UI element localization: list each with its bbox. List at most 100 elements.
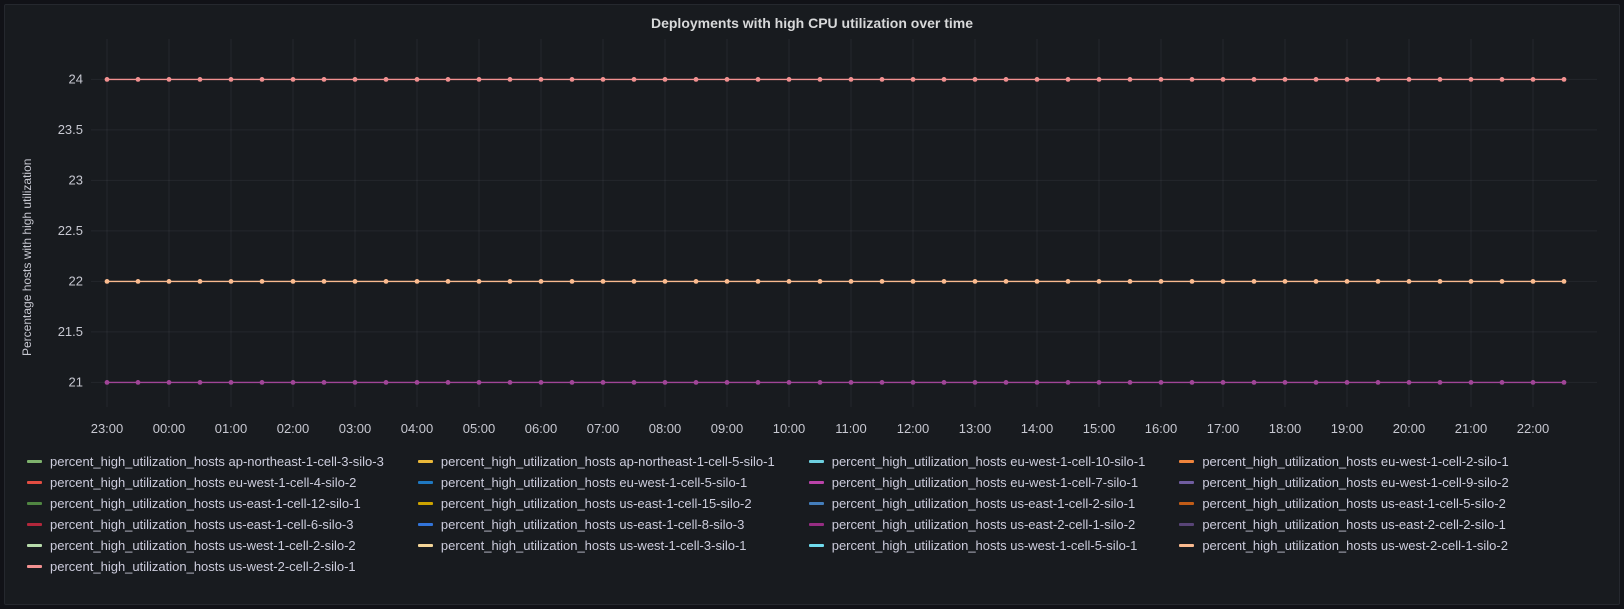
data-point[interactable]	[1344, 380, 1350, 385]
data-point[interactable]	[1158, 279, 1164, 284]
data-point[interactable]	[693, 77, 699, 82]
legend-item[interactable]: percent_high_utilization_hosts us-west-1…	[808, 538, 1146, 553]
data-point[interactable]	[786, 380, 792, 385]
series-label[interactable]: percent_high_utilization_hosts eu-west-1…	[831, 454, 1146, 469]
data-point[interactable]	[1499, 380, 1505, 385]
data-point[interactable]	[538, 77, 544, 82]
data-point[interactable]	[1468, 77, 1474, 82]
data-point[interactable]	[1096, 279, 1102, 284]
data-point[interactable]	[600, 380, 606, 385]
data-point[interactable]	[879, 279, 885, 284]
data-point[interactable]	[941, 279, 947, 284]
data-point[interactable]	[135, 380, 141, 385]
data-point[interactable]	[1220, 380, 1226, 385]
data-point[interactable]	[1561, 279, 1567, 284]
series-label[interactable]: percent_high_utilization_hosts us-east-1…	[1202, 496, 1506, 511]
data-point[interactable]	[693, 279, 699, 284]
data-point[interactable]	[910, 279, 916, 284]
data-point[interactable]	[910, 77, 916, 82]
data-point[interactable]	[662, 380, 668, 385]
legend-item[interactable]: percent_high_utilization_hosts us-east-1…	[417, 496, 775, 511]
data-point[interactable]	[321, 279, 327, 284]
data-point[interactable]	[445, 380, 451, 385]
data-point[interactable]	[1096, 380, 1102, 385]
data-point[interactable]	[1437, 279, 1443, 284]
data-point[interactable]	[197, 77, 203, 82]
data-point[interactable]	[1003, 77, 1009, 82]
data-point[interactable]	[600, 279, 606, 284]
series-label[interactable]: percent_high_utilization_hosts us-east-1…	[50, 496, 361, 511]
data-point[interactable]	[600, 77, 606, 82]
data-point[interactable]	[1189, 77, 1195, 82]
data-point[interactable]	[1034, 77, 1040, 82]
legend-item[interactable]: percent_high_utilization_hosts eu-west-1…	[1179, 475, 1509, 490]
data-point[interactable]	[414, 380, 420, 385]
data-point[interactable]	[1313, 77, 1319, 82]
data-point[interactable]	[1034, 279, 1040, 284]
series-label[interactable]: percent_high_utilization_hosts ap-northe…	[440, 454, 775, 469]
data-point[interactable]	[1065, 279, 1071, 284]
data-point[interactable]	[383, 279, 389, 284]
legend-item[interactable]: percent_high_utilization_hosts us-east-1…	[27, 496, 384, 511]
data-point[interactable]	[104, 77, 110, 82]
data-point[interactable]	[1003, 279, 1009, 284]
data-point[interactable]	[817, 77, 823, 82]
data-point[interactable]	[259, 77, 265, 82]
data-point[interactable]	[228, 77, 234, 82]
data-point[interactable]	[631, 380, 637, 385]
data-point[interactable]	[1375, 279, 1381, 284]
panel-title[interactable]: Deployments with high CPU utilization ov…	[650, 15, 974, 31]
legend-item[interactable]: percent_high_utilization_hosts eu-west-1…	[417, 475, 775, 490]
data-point[interactable]	[1251, 77, 1257, 82]
data-point[interactable]	[879, 380, 885, 385]
data-point[interactable]	[1158, 380, 1164, 385]
data-point[interactable]	[1437, 380, 1443, 385]
data-point[interactable]	[1251, 279, 1257, 284]
data-point[interactable]	[290, 279, 296, 284]
data-point[interactable]	[259, 279, 265, 284]
data-point[interactable]	[569, 279, 575, 284]
data-point[interactable]	[135, 279, 141, 284]
legend-item[interactable]: percent_high_utilization_hosts eu-west-1…	[27, 475, 384, 490]
data-point[interactable]	[1561, 77, 1567, 82]
data-point[interactable]	[445, 279, 451, 284]
data-point[interactable]	[1499, 77, 1505, 82]
data-point[interactable]	[166, 279, 172, 284]
legend-item[interactable]: percent_high_utilization_hosts us-west-2…	[27, 559, 384, 574]
data-point[interactable]	[786, 279, 792, 284]
data-point[interactable]	[476, 77, 482, 82]
data-point[interactable]	[569, 380, 575, 385]
legend-item[interactable]: percent_high_utilization_hosts ap-northe…	[27, 454, 384, 469]
data-point[interactable]	[383, 77, 389, 82]
data-point[interactable]	[383, 380, 389, 385]
data-point[interactable]	[724, 380, 730, 385]
series-label[interactable]: percent_high_utilization_hosts us-east-1…	[831, 496, 1136, 511]
data-point[interactable]	[662, 77, 668, 82]
series-label[interactable]: percent_high_utilization_hosts eu-west-1…	[831, 475, 1139, 490]
series-label[interactable]: percent_high_utilization_hosts us-west-2…	[50, 559, 356, 574]
data-point[interactable]	[1282, 77, 1288, 82]
data-point[interactable]	[166, 380, 172, 385]
data-point[interactable]	[1344, 77, 1350, 82]
data-point[interactable]	[972, 380, 978, 385]
data-point[interactable]	[197, 279, 203, 284]
data-point[interactable]	[1375, 77, 1381, 82]
data-point[interactable]	[1158, 77, 1164, 82]
data-point[interactable]	[1189, 279, 1195, 284]
data-point[interactable]	[1189, 380, 1195, 385]
series-label[interactable]: percent_high_utilization_hosts us-east-1…	[440, 517, 745, 532]
data-point[interactable]	[1530, 380, 1536, 385]
data-point[interactable]	[1282, 380, 1288, 385]
data-point[interactable]	[879, 77, 885, 82]
data-point[interactable]	[941, 77, 947, 82]
series-label[interactable]: percent_high_utilization_hosts us-west-2…	[1202, 538, 1508, 553]
series-label[interactable]: percent_high_utilization_hosts eu-west-1…	[440, 475, 748, 490]
data-point[interactable]	[1313, 380, 1319, 385]
data-point[interactable]	[1406, 279, 1412, 284]
data-point[interactable]	[321, 380, 327, 385]
series-line-group[interactable]	[104, 380, 1567, 385]
data-point[interactable]	[848, 77, 854, 82]
data-point[interactable]	[1561, 380, 1567, 385]
series-label[interactable]: percent_high_utilization_hosts us-west-1…	[440, 538, 747, 553]
data-point[interactable]	[352, 279, 358, 284]
